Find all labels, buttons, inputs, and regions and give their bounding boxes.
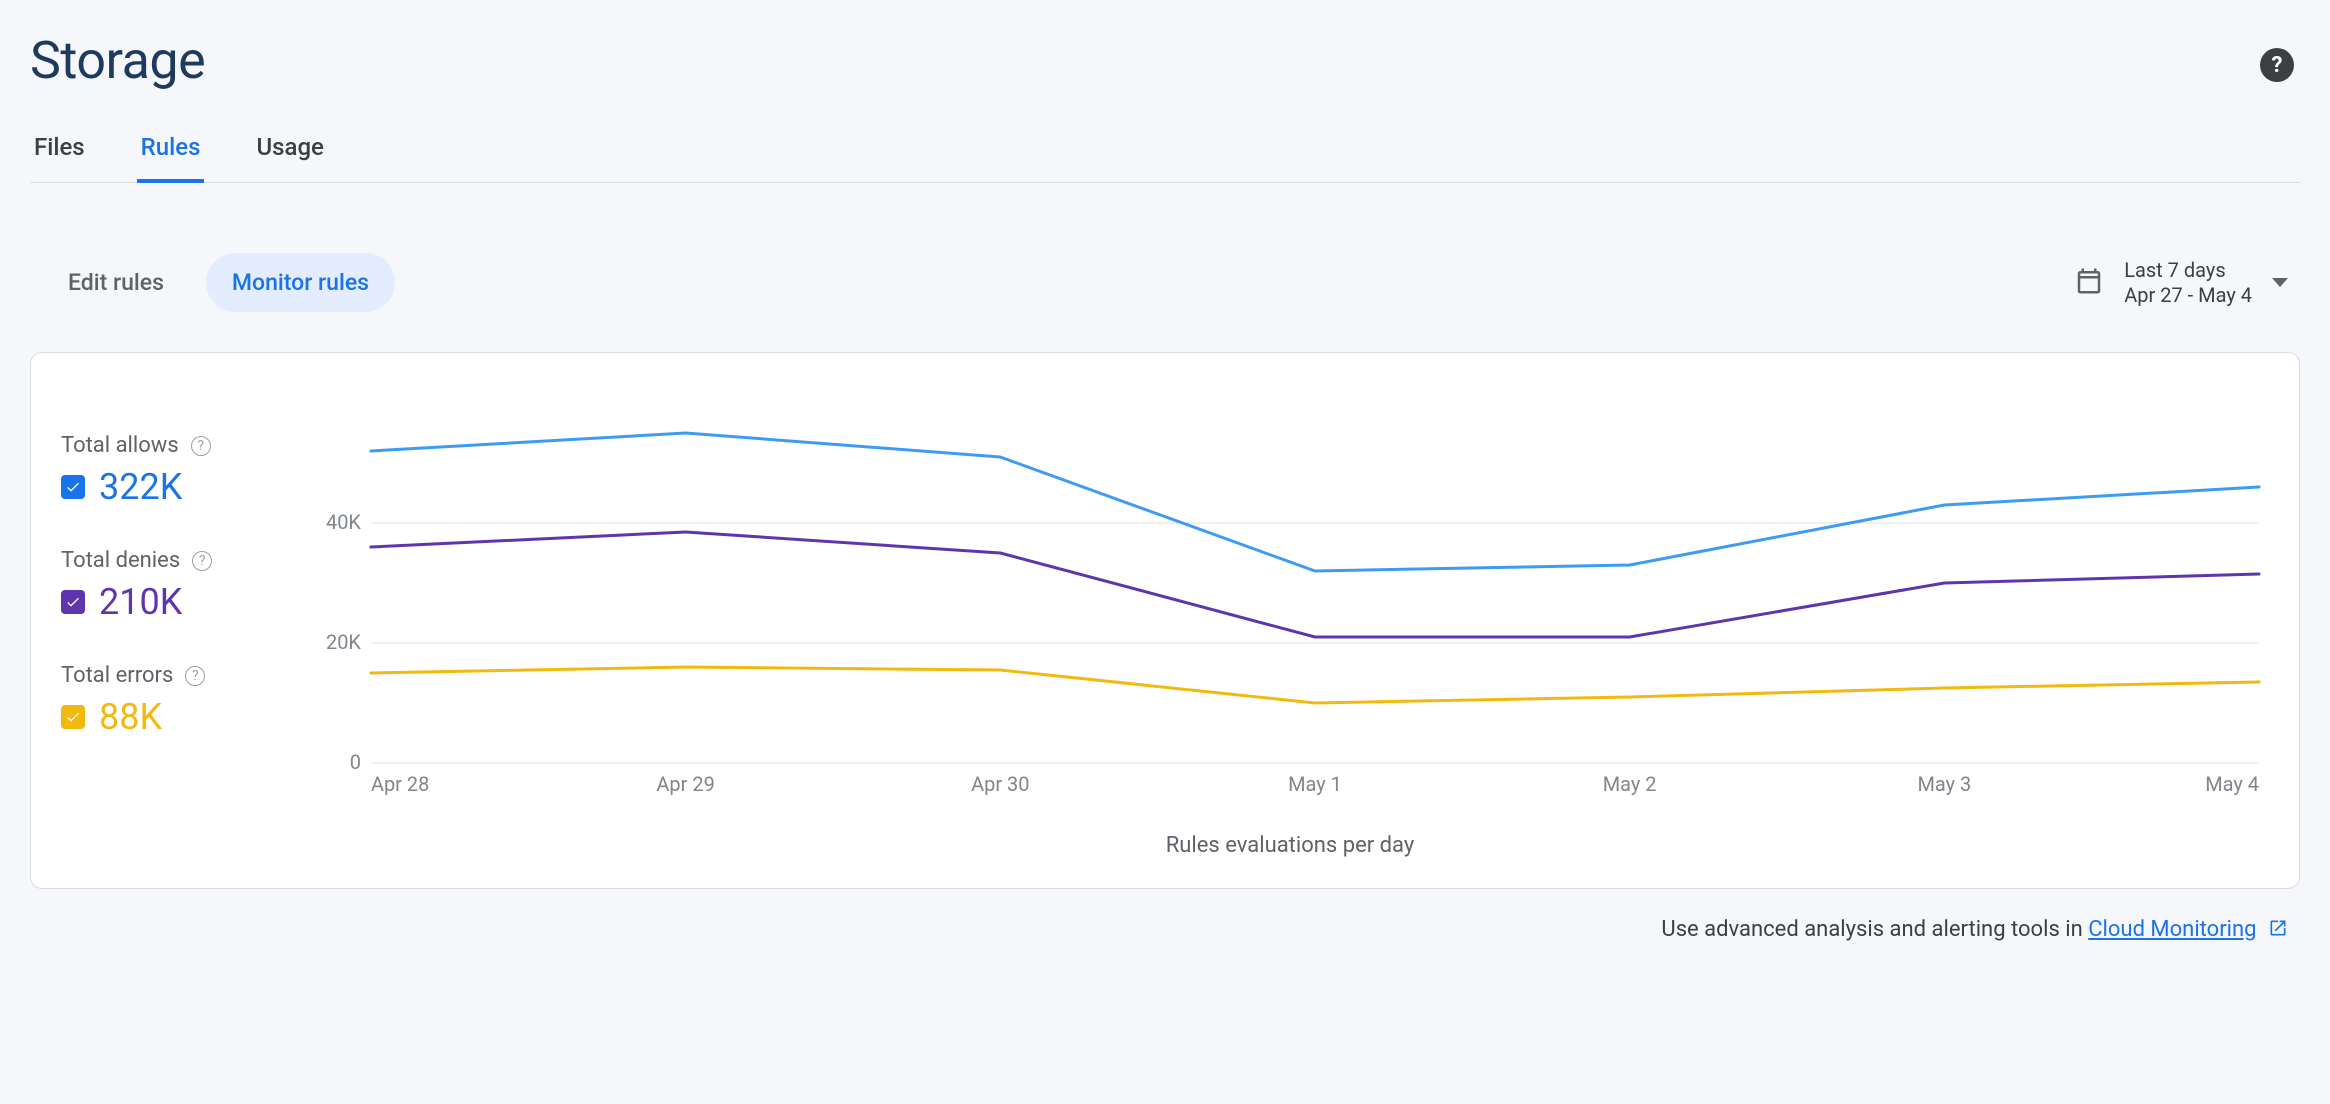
date-range-text: Last 7 days Apr 27 - May 4 — [2124, 258, 2252, 308]
tab-files[interactable]: Files — [30, 121, 89, 183]
svg-text:Apr 28: Apr 28 — [371, 772, 429, 796]
legend-item-errors: Total errors ? 88K — [61, 663, 281, 738]
legend-item-allows: Total allows ? 322K — [61, 433, 281, 508]
help-denies-icon[interactable]: ? — [192, 551, 212, 571]
rules-subtabs: Edit rules Monitor rules — [42, 253, 395, 312]
svg-text:40K: 40K — [326, 510, 361, 534]
external-link-icon — [2268, 918, 2288, 944]
legend-errors-label: Total errors — [61, 663, 173, 688]
svg-text:20K: 20K — [326, 630, 361, 654]
rules-chart: 0 20K 40K Apr 28 Apr 29 Apr 30 May 1 May 2 May 3… — [311, 393, 2269, 813]
help-errors-icon[interactable]: ? — [185, 666, 205, 686]
checkbox-errors[interactable] — [61, 705, 85, 729]
subtab-monitor-rules[interactable]: Monitor rules — [206, 253, 395, 312]
chart-legend: Total allows ? 322K Total denies ? 210K — [61, 393, 281, 858]
legend-allows-label: Total allows — [61, 433, 179, 458]
checkbox-denies[interactable] — [61, 590, 85, 614]
page-title: Storage — [30, 30, 2300, 91]
cloud-monitoring-link[interactable]: Cloud Monitoring — [2088, 917, 2256, 942]
help-icon[interactable]: ? — [2260, 48, 2294, 82]
svg-text:May 3: May 3 — [1917, 772, 1971, 796]
chart-caption: Rules evaluations per day — [311, 833, 2269, 858]
calendar-icon — [2074, 266, 2104, 300]
svg-text:Apr 29: Apr 29 — [656, 772, 714, 796]
date-range-selector[interactable]: Last 7 days Apr 27 - May 4 — [2074, 258, 2288, 308]
legend-denies-label: Total denies — [61, 548, 180, 573]
svg-text:Apr 30: Apr 30 — [971, 772, 1029, 796]
date-range-value: Apr 27 - May 4 — [2124, 283, 2252, 308]
main-tabs: Files Rules Usage — [30, 121, 2300, 183]
svg-text:May 1: May 1 — [1288, 772, 1342, 796]
legend-item-denies: Total denies ? 210K — [61, 548, 281, 623]
svg-text:May 4: May 4 — [2205, 772, 2259, 796]
tab-usage[interactable]: Usage — [252, 121, 327, 183]
chevron-down-icon — [2272, 278, 2288, 287]
svg-text:0: 0 — [350, 750, 361, 774]
help-allows-icon[interactable]: ? — [191, 436, 211, 456]
footer-note: Use advanced analysis and alerting tools… — [30, 917, 2300, 944]
chart-card: Total allows ? 322K Total denies ? 210K — [30, 352, 2300, 889]
tab-rules[interactable]: Rules — [137, 121, 205, 183]
footer-prefix: Use advanced analysis and alerting tools… — [1661, 917, 2088, 942]
legend-denies-value: 210K — [99, 581, 182, 623]
legend-errors-value: 88K — [99, 696, 162, 738]
checkbox-allows[interactable] — [61, 475, 85, 499]
legend-allows-value: 322K — [99, 466, 182, 508]
subtab-edit-rules[interactable]: Edit rules — [42, 253, 190, 312]
date-range-label: Last 7 days — [2124, 258, 2252, 283]
svg-text:May 2: May 2 — [1603, 772, 1657, 796]
